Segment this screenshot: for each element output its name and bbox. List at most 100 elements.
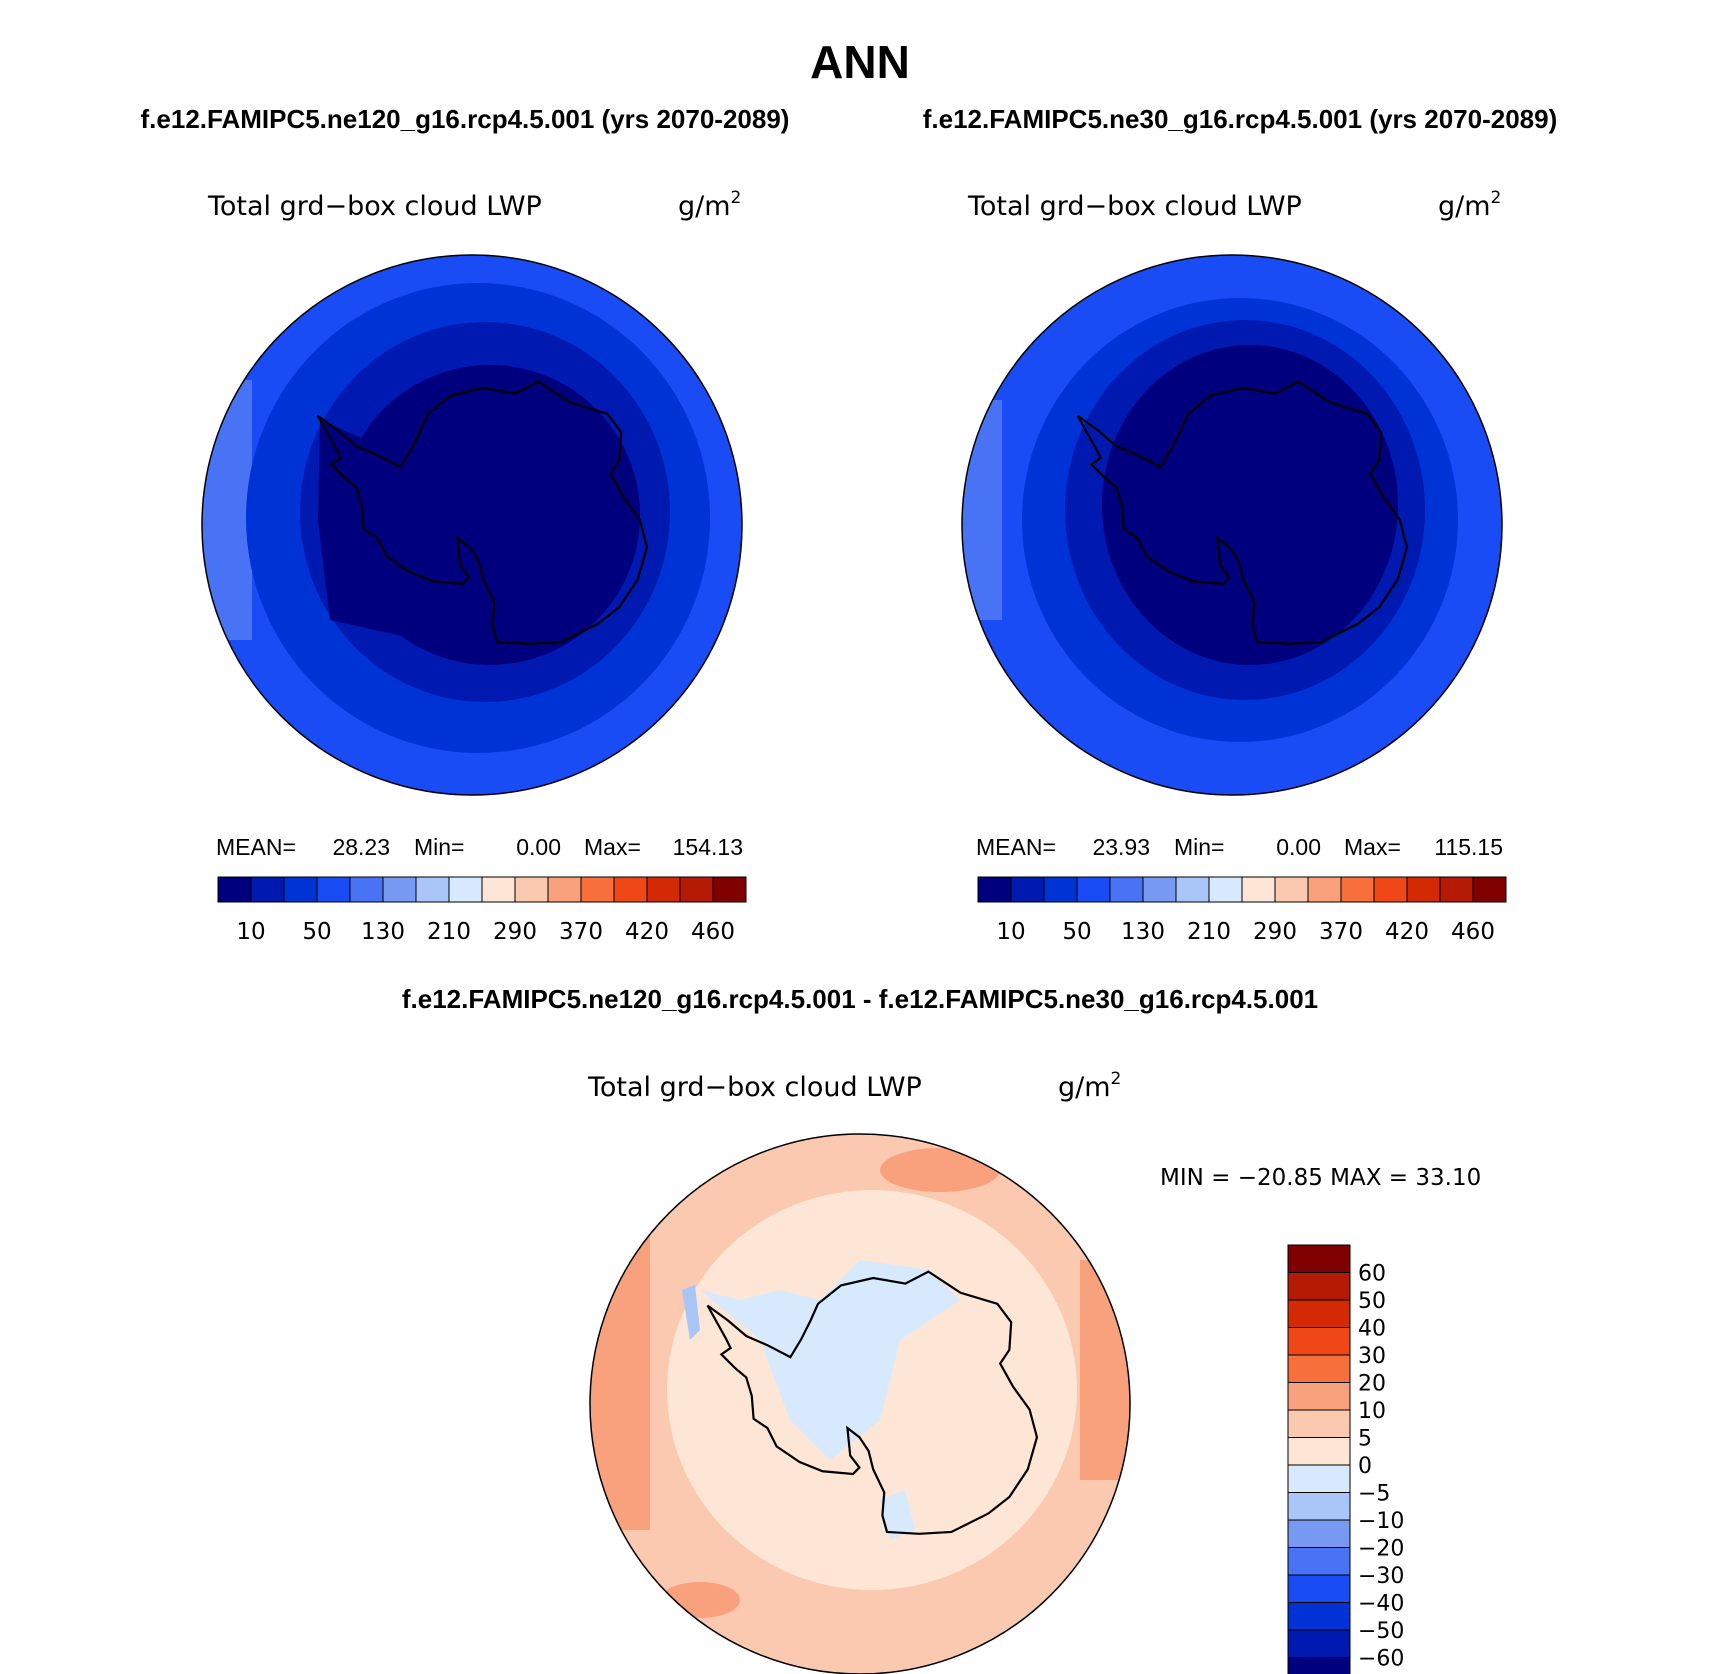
colorbar-swatch	[448, 876, 483, 903]
colorbar-swatch	[1010, 876, 1045, 903]
svg-text:MEAN=: MEAN=	[216, 834, 296, 860]
panel-difference: Total grd−box cloud LWP g/m2 MIN = −20.8…	[587, 1069, 1481, 1674]
polar-map-ne30	[962, 255, 1502, 795]
colorbar-tick-label: 290	[493, 919, 537, 945]
colorbar-swatch	[977, 876, 1012, 903]
svg-text:MEAN=: MEAN=	[976, 834, 1056, 860]
colorbar-tick-label: −40	[1358, 1592, 1404, 1617]
colorbar-swatch	[1287, 1464, 1351, 1493]
colorbar-swatch	[283, 876, 318, 903]
map-fill-diff-neg	[700, 1260, 960, 1460]
svg-text:Min=: Min=	[1174, 834, 1225, 860]
colorbar-swatch	[217, 876, 252, 903]
colorbar-tick-label: 290	[1253, 919, 1297, 945]
stats-line: MEAN= 28.23 Min= 0.00 Max= 154.13	[216, 834, 743, 860]
svg-text:154.13: 154.13	[673, 834, 743, 860]
colorbar-swatch	[1287, 1272, 1351, 1301]
colorbar-swatch	[1287, 1602, 1351, 1631]
colorbar-swatch	[1109, 876, 1144, 903]
svg-text:Max=: Max=	[584, 834, 641, 860]
map-fill-level5	[962, 400, 1002, 620]
colorbar-swatch	[1287, 1629, 1351, 1658]
svg-text:115.15: 115.15	[1434, 834, 1503, 860]
panel-ne120: Total grd−box cloud LWP g/m2 MEAN= 28.23…	[201, 188, 747, 945]
panel-variable-label: Total grd−box cloud LWP	[587, 1072, 922, 1103]
colorbar-ne120: 10 50 130 210 290 370 420 460	[217, 876, 747, 945]
colorbar-tick-label: 20	[1358, 1372, 1386, 1397]
colorbar-tick-label: −50	[1358, 1619, 1404, 1644]
colorbar-tick-label: 5	[1358, 1427, 1372, 1452]
map-boundary	[589, 1133, 1131, 1674]
page-title: ANN	[810, 36, 910, 88]
colorbar-swatch	[1175, 876, 1210, 903]
minmax-text: MIN = −20.85 MAX = 33.10	[1160, 1165, 1481, 1191]
colorbar-swatch	[1287, 1409, 1351, 1438]
colorbar-tick-label: 130	[1121, 919, 1165, 945]
colorbar-tick-label: 10	[996, 919, 1025, 945]
svg-text:0.00: 0.00	[1276, 834, 1321, 860]
map-fill-level5	[202, 380, 252, 640]
colorbar-swatch	[1287, 1657, 1351, 1674]
colorbar-ne30: 10 50 130 210 290 370 420 460	[977, 876, 1507, 945]
colorbar-tick-label: 60	[1358, 1262, 1386, 1287]
colorbar-tick-label: 50	[1358, 1289, 1386, 1314]
colorbar-swatch	[1287, 1574, 1351, 1603]
map-boundary	[961, 254, 1503, 796]
stats-line: MEAN= 23.93 Min= 0.00 Max= 115.15	[976, 834, 1503, 860]
colorbar-swatch	[712, 876, 747, 903]
colorbar-tick-label: 370	[559, 919, 603, 945]
colorbar-swatch	[1287, 1492, 1351, 1521]
colorbar-tick-label: 50	[302, 919, 331, 945]
colorbar-swatch	[514, 876, 549, 903]
map-fill-level1	[1102, 345, 1398, 665]
colorbar-swatch	[1142, 876, 1177, 903]
polar-map-ne120	[202, 255, 742, 795]
colorbar-swatch	[316, 876, 351, 903]
colorbar-tick-label: −30	[1358, 1564, 1404, 1589]
colorbar-tick-label: 0	[1358, 1454, 1372, 1479]
svg-text:28.23: 28.23	[332, 834, 390, 860]
colorbar-swatch	[382, 876, 417, 903]
colorbar-swatch	[1208, 876, 1243, 903]
colorbar-swatch	[1307, 876, 1342, 903]
colorbar-swatch	[1472, 876, 1507, 903]
colorbar-swatch	[1287, 1299, 1351, 1328]
svg-text:Min=: Min=	[414, 834, 465, 860]
colorbar-tick-label: −20	[1358, 1537, 1404, 1562]
svg-text:23.93: 23.93	[1092, 834, 1150, 860]
map-fill-diff-outer	[590, 1200, 650, 1530]
colorbar-tick-label: 370	[1319, 919, 1363, 945]
panel-units: g/m2	[678, 188, 741, 222]
colorbar-swatch	[1076, 876, 1111, 903]
map-boundary	[201, 254, 743, 796]
colorbar-swatch	[1373, 876, 1408, 903]
panel-ne30: Total grd−box cloud LWP g/m2 MEAN= 23.93…	[961, 188, 1507, 945]
colorbar-swatch	[349, 876, 384, 903]
colorbar-swatch	[1241, 876, 1276, 903]
colorbar-swatch	[613, 876, 648, 903]
colorbar-tick-label: 460	[691, 919, 735, 945]
colorbar-tick-label: 10	[236, 919, 265, 945]
colorbar-swatch	[1287, 1547, 1351, 1576]
colorbar-swatch	[1287, 1382, 1351, 1411]
colorbar-tick-label: 10	[1358, 1399, 1386, 1424]
colorbar-tick-label: 210	[1187, 919, 1231, 945]
colorbar-tick-label: 420	[1385, 919, 1429, 945]
colorbar-tick-label: 460	[1451, 919, 1495, 945]
colorbar-swatch	[1287, 1354, 1351, 1383]
colorbar-swatch	[1340, 876, 1375, 903]
colorbar-swatch	[679, 876, 714, 903]
polar-map-difference	[590, 1134, 1130, 1674]
case-right-title: f.e12.FAMIPC5.ne30_g16.rcp4.5.001 (yrs 2…	[923, 104, 1558, 134]
colorbar-swatch	[415, 876, 450, 903]
case-left-title: f.e12.FAMIPC5.ne120_g16.rcp4.5.001 (yrs …	[141, 104, 790, 134]
diff-title: f.e12.FAMIPC5.ne120_g16.rcp4.5.001 - f.e…	[402, 984, 1318, 1014]
panel-variable-label: Total grd−box cloud LWP	[967, 191, 1302, 222]
colorbar-swatch	[547, 876, 582, 903]
colorbar-swatch	[1287, 1437, 1351, 1466]
colorbar-swatch	[1274, 876, 1309, 903]
svg-text:Max=: Max=	[1344, 834, 1401, 860]
colorbar-tick-label: 210	[427, 919, 471, 945]
